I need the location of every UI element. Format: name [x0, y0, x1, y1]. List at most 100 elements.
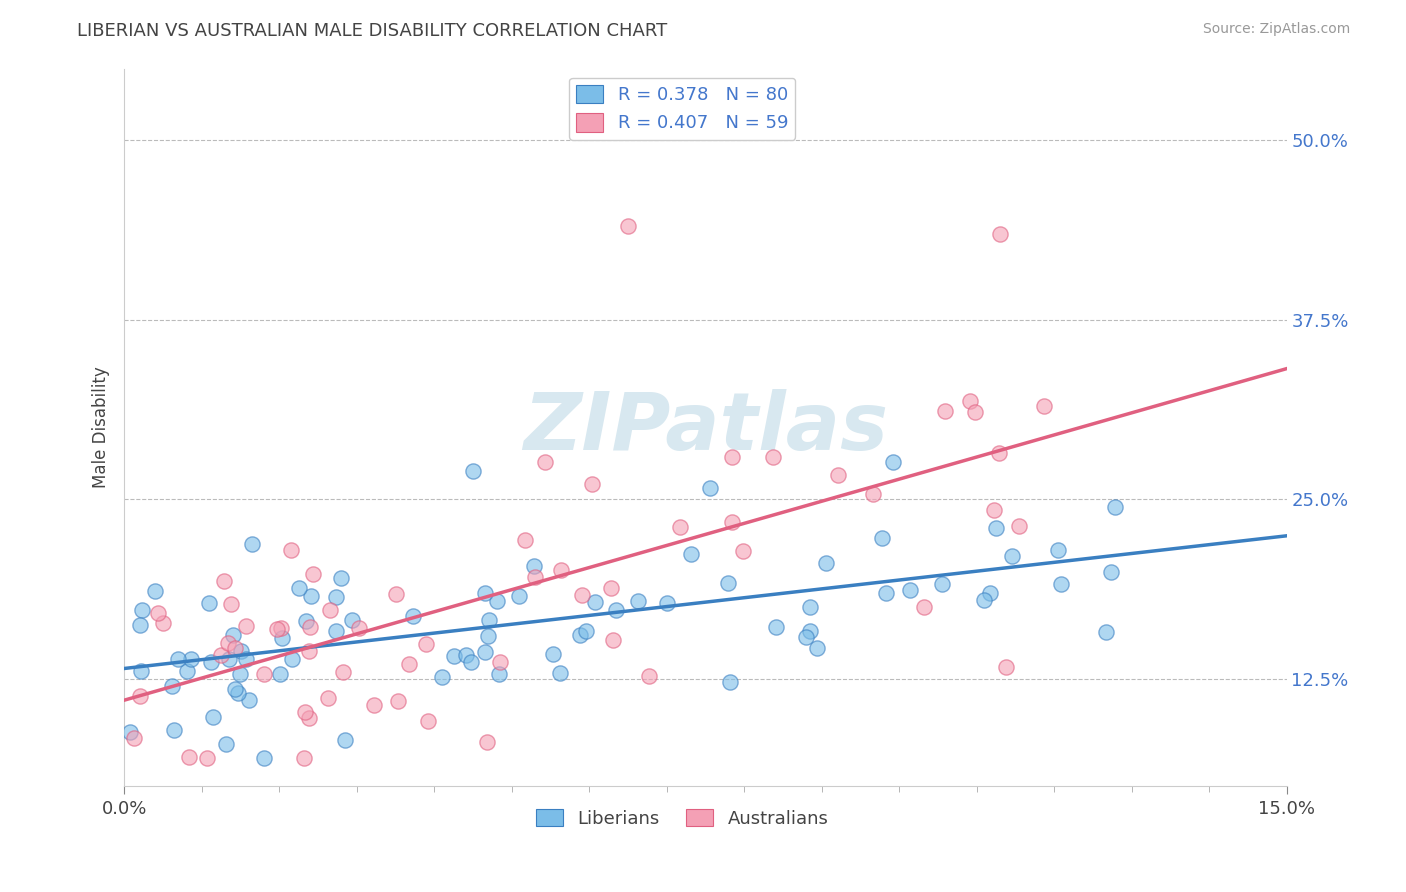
Point [253, 666, 276, 681]
Point [668, 520, 690, 534]
Point [534, 455, 557, 469]
Point [934, 403, 956, 417]
Point [882, 455, 904, 469]
Point [1099, 565, 1122, 579]
Point [617, 219, 640, 234]
Point [281, 652, 304, 666]
Point [195, 751, 218, 765]
Point [177, 750, 200, 764]
Point [148, 607, 170, 621]
Point [118, 725, 141, 739]
Point [176, 664, 198, 678]
Point [627, 594, 650, 608]
Point [1046, 543, 1069, 558]
Point [299, 589, 322, 603]
Point [325, 624, 347, 638]
Point [870, 531, 893, 545]
Point [240, 536, 263, 550]
Point [475, 735, 498, 749]
Point [363, 698, 385, 712]
Point [128, 618, 150, 632]
Point [986, 520, 1008, 534]
Point [129, 665, 152, 679]
Point [217, 635, 239, 649]
Point [513, 533, 536, 547]
Point [550, 563, 572, 577]
Point [965, 405, 987, 419]
Point [209, 648, 232, 662]
Point [900, 582, 922, 597]
Point [959, 394, 981, 409]
Point [477, 629, 499, 643]
Point [1104, 500, 1126, 514]
Point [415, 636, 437, 650]
Point [198, 596, 221, 610]
Point [721, 450, 744, 464]
Point [131, 603, 153, 617]
Point [983, 502, 1005, 516]
Point [235, 618, 257, 632]
Point [201, 709, 224, 723]
Point [218, 652, 240, 666]
Point [229, 644, 252, 658]
Point [581, 477, 603, 491]
Point [875, 586, 897, 600]
Point [443, 648, 465, 663]
Point [489, 656, 512, 670]
Point [568, 627, 591, 641]
Point [474, 645, 496, 659]
Point [583, 595, 606, 609]
Point [486, 593, 509, 607]
Point [212, 574, 235, 588]
Point [456, 648, 478, 663]
Point [294, 614, 316, 628]
Point [508, 589, 530, 603]
Point [523, 570, 546, 584]
Point [931, 577, 953, 591]
Point [605, 603, 627, 617]
Point [166, 652, 188, 666]
Point [721, 515, 744, 529]
Text: Source: ZipAtlas.com: Source: ZipAtlas.com [1202, 22, 1350, 37]
Point [340, 613, 363, 627]
Point [979, 585, 1001, 599]
Point [478, 613, 501, 627]
Point [912, 599, 935, 614]
Point [602, 633, 624, 648]
Point [271, 631, 294, 645]
Point [316, 691, 339, 706]
Text: LIBERIAN VS AUSTRALIAN MALE DISABILITY CORRELATION CHART: LIBERIAN VS AUSTRALIAN MALE DISABILITY C… [77, 22, 668, 40]
Point [600, 581, 623, 595]
Point [523, 559, 546, 574]
Point [129, 689, 152, 703]
Point [163, 723, 186, 737]
Point [765, 620, 787, 634]
Point [224, 682, 246, 697]
Point [681, 547, 703, 561]
Point [401, 608, 423, 623]
Point [152, 616, 174, 631]
Point [266, 622, 288, 636]
Point [488, 667, 510, 681]
Point [294, 705, 316, 719]
Point [325, 590, 347, 604]
Point [794, 630, 817, 644]
Point [1095, 624, 1118, 639]
Point [543, 647, 565, 661]
Point [347, 621, 370, 635]
Point [973, 593, 995, 607]
Point [1033, 400, 1056, 414]
Point [387, 694, 409, 708]
Point [238, 693, 260, 707]
Text: ZIPatlas: ZIPatlas [523, 389, 889, 467]
Point [215, 737, 238, 751]
Point [657, 596, 679, 610]
Point [302, 567, 325, 582]
Point [799, 600, 821, 615]
Point [1050, 577, 1073, 591]
Point [229, 666, 252, 681]
Point [235, 652, 257, 666]
Point [180, 652, 202, 666]
Point [799, 624, 821, 639]
Point [253, 751, 276, 765]
